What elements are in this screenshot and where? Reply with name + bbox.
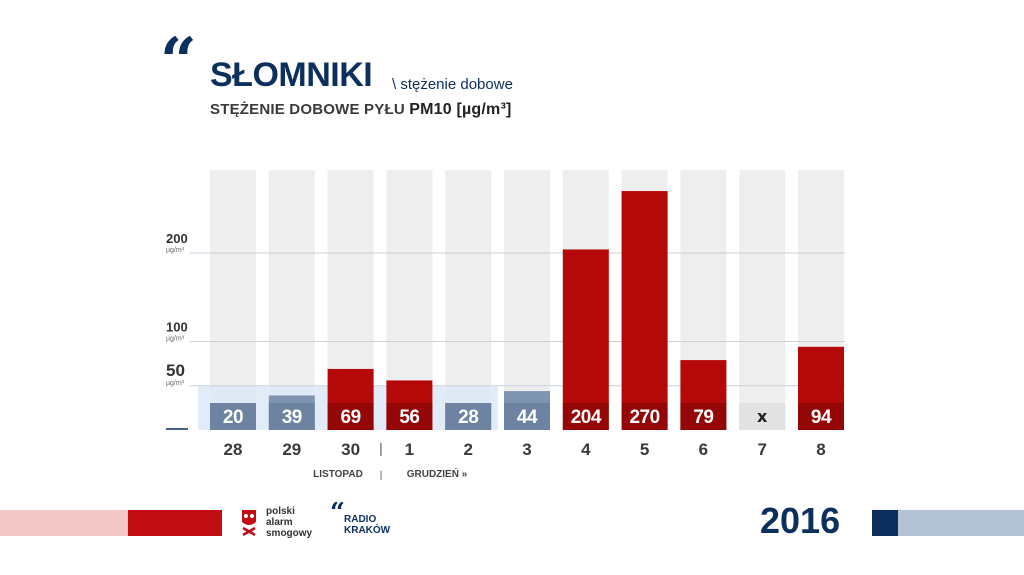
month-separator: |: [380, 470, 383, 481]
bar-value-label: 94: [811, 407, 832, 428]
smog-mask-icon: [242, 510, 256, 536]
x-tick-label: 1: [405, 440, 414, 459]
year-label: 2016: [760, 500, 841, 541]
x-tick-label: 29: [282, 440, 301, 459]
x-tick-label: 5: [640, 440, 649, 459]
y-tick-unit: µg/m³: [166, 380, 185, 387]
bar-label-box: [621, 403, 668, 430]
subtitle-prefix: STĘŻENIE DOBOWE PYŁU: [210, 101, 410, 118]
footer-bar-navy: [872, 510, 898, 536]
bar-value-label: 270: [629, 407, 659, 428]
x-tick-label: 28: [224, 440, 243, 459]
x-tick-label: 7: [757, 440, 766, 459]
month-label-grudzien: GRUDZIEŃ »: [407, 467, 468, 480]
y-tick-unit: µg/m³: [166, 247, 185, 254]
y-tick-label: 50: [166, 361, 185, 380]
footer-bar-grey-blue: [898, 510, 1024, 536]
bar-value-label: 79: [693, 407, 713, 428]
x-tick-label: 2: [463, 440, 472, 459]
pas-line-3: smogowy: [266, 528, 313, 539]
chart-subtitle: STĘŻENIE DOBOWE PYŁU PM10 [µg/m³]: [210, 101, 512, 119]
bar-label-box: [386, 403, 433, 430]
y-tick-label: 100: [166, 320, 188, 335]
rk-line-2: KRAKÓW: [344, 525, 391, 536]
bar-value-label: 69: [341, 407, 361, 428]
x-tick-label: 30: [341, 440, 360, 459]
bar: [562, 249, 609, 430]
quote-logo-mark: “: [160, 24, 197, 99]
pas-line-2: alarm: [266, 517, 293, 528]
bar-label-box: [680, 403, 727, 430]
bar-value-label: 20: [223, 407, 243, 428]
bar-value-label: x: [757, 407, 768, 426]
y-tick-label: 200: [166, 231, 188, 246]
missing-bar: [739, 403, 786, 430]
rk-line-1: RADIO: [344, 514, 377, 525]
footer-bar-red: [128, 510, 222, 536]
bar-label-box: [798, 403, 844, 430]
bar-label-box: [562, 403, 609, 430]
background-column: [504, 170, 550, 430]
x-tick-label: 3: [522, 440, 531, 459]
bar-value-label: 28: [458, 407, 478, 428]
background-column: [739, 170, 786, 430]
x-tick-label: 8: [816, 440, 825, 459]
month-separator: |: [379, 440, 383, 456]
footer-bar-pink: [0, 510, 128, 536]
y-tick-unit: µg/m³: [166, 336, 185, 343]
bar-label-box: [268, 403, 315, 430]
pas-text: polski alarm smogowy: [266, 506, 312, 539]
x-tick-label: 4: [581, 440, 591, 459]
rk-quote-mark: “: [330, 498, 345, 528]
title-suffix: \ stężenie dobowe: [392, 76, 513, 93]
bar-label-box: [210, 403, 256, 430]
month-label-listopad: LISTOPAD: [313, 469, 363, 480]
bar-value-label: 39: [282, 407, 302, 428]
radio-krakow-logo: “ RADIO KRAKÓW: [330, 498, 410, 540]
subtitle-pm: PM10 [µg/m³]: [409, 101, 512, 118]
bar: [621, 191, 668, 430]
bar-label-box: [504, 403, 550, 430]
bar-value-label: 204: [571, 407, 602, 428]
pas-line-1: polski: [266, 506, 295, 517]
x-tick-label: 6: [699, 440, 708, 459]
bar-label-box: [445, 403, 492, 430]
bar-value-label: 56: [399, 407, 419, 428]
bar-label-box: [327, 403, 374, 430]
page-title: SŁOMNIKI: [210, 56, 373, 94]
bar-value-label: 44: [517, 407, 538, 428]
rk-text: RADIO KRAKÓW: [344, 514, 390, 536]
polski-alarm-smogowy-logo: polski alarm smogowy: [240, 506, 330, 542]
